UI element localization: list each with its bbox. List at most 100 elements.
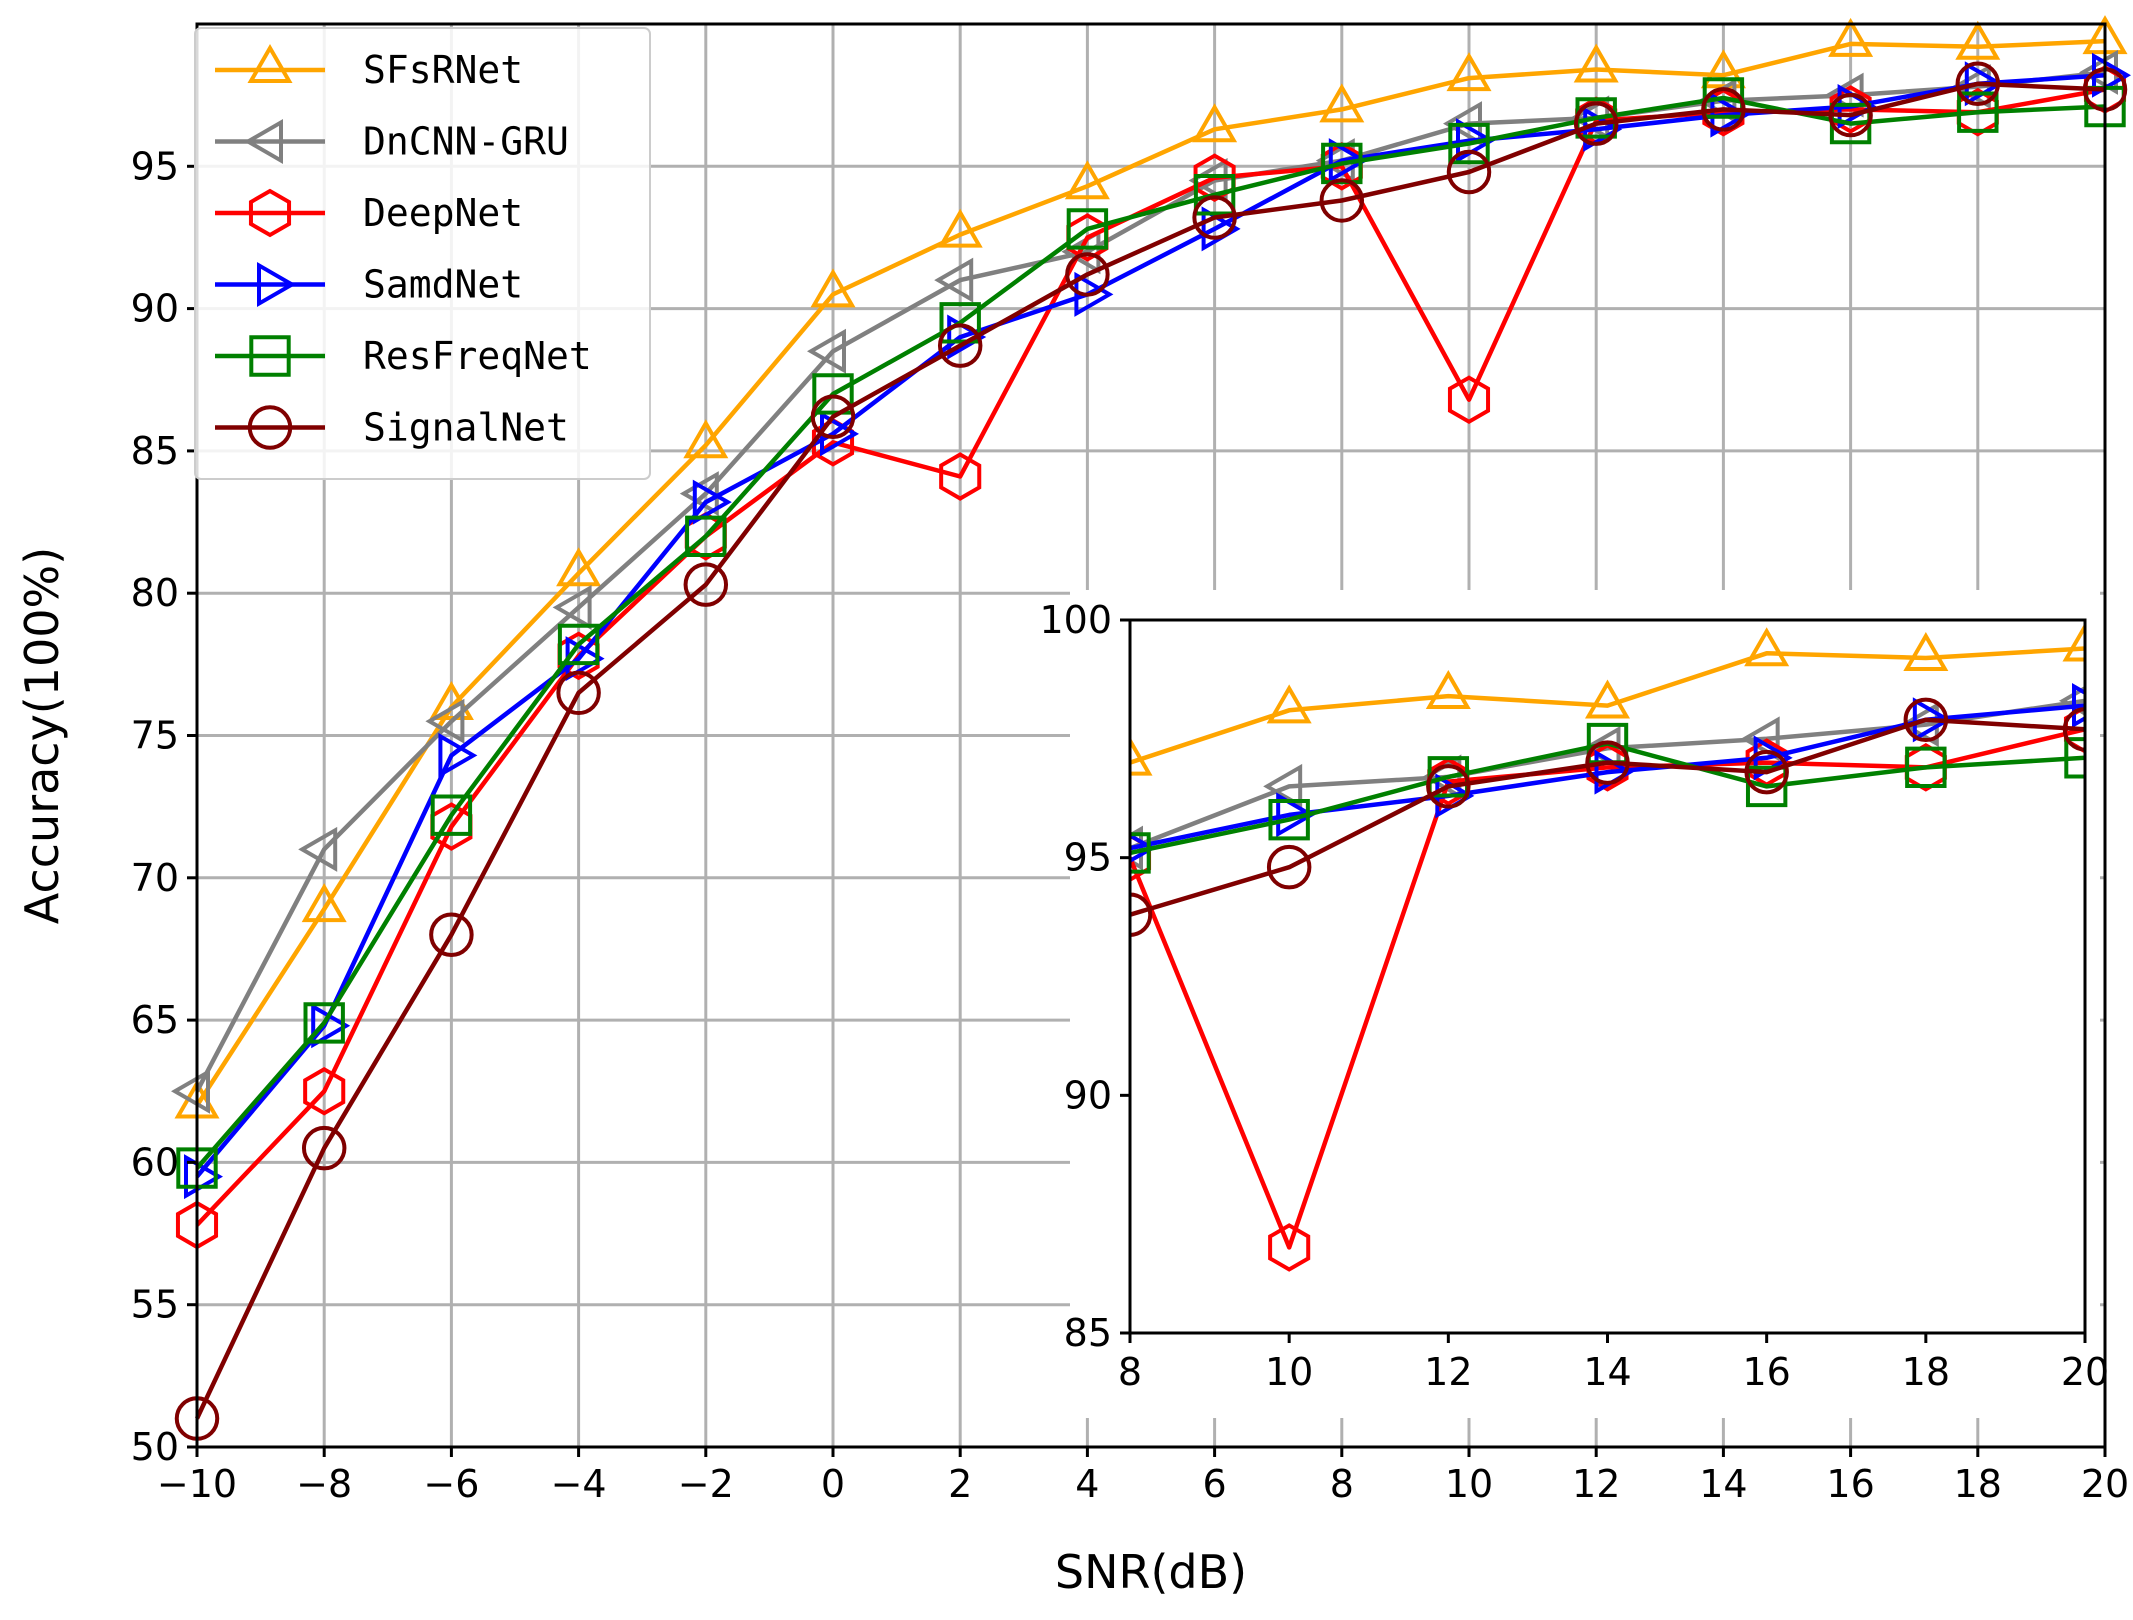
inset-data-point-dncnn-gru — [1740, 716, 1780, 762]
data-point-resfreqnet — [1066, 208, 1109, 250]
inset-series-line-dncnn-gru — [1130, 698, 2085, 851]
inset-data-point-sfsrnet — [1744, 627, 1790, 667]
legend-swatch-marker — [248, 188, 292, 238]
inset-data-point-samdnet — [2072, 683, 2085, 729]
legend-label: SignalNet — [363, 406, 569, 450]
legend-swatch-marker — [257, 261, 296, 308]
x-tick-label: 16 — [1826, 1462, 1874, 1506]
data-point-sfsrnet — [1955, 20, 2001, 60]
data-point-signalnet — [1573, 101, 1619, 146]
data-point-signalnet — [683, 562, 729, 607]
data-point-dncnn-gru — [425, 698, 465, 744]
inset-data-point-sfsrnet — [2062, 622, 2085, 662]
data-point-resfreqnet — [430, 794, 473, 836]
data-point-samdnet — [1074, 271, 1114, 317]
data-point-resfreqnet — [557, 623, 600, 666]
x-tick-label: 2 — [948, 1462, 972, 1506]
data-point-signalnet — [556, 670, 601, 716]
data-point-signalnet — [1828, 92, 1873, 138]
data-point-sfsrnet — [1064, 160, 1110, 200]
data-point-resfreqnet — [2084, 85, 2126, 128]
inset-data-point-sfsrnet — [1903, 632, 1949, 672]
data-point-samdnet — [2092, 52, 2131, 98]
inset-series-sfsrnet — [1130, 622, 2085, 776]
data-point-dncnn-gru — [552, 584, 592, 630]
data-point-signalnet — [1065, 252, 1110, 297]
main-plot-series — [170, 15, 2131, 1441]
data-point-samdnet — [1456, 118, 1495, 164]
data-point-signalnet — [1701, 87, 1746, 132]
legend-swatch-marker — [247, 44, 293, 83]
inset-x-tick-label: 14 — [1583, 1350, 1631, 1394]
x-tick-label: 20 — [2081, 1462, 2129, 1506]
legend-label: SFsRNet — [363, 48, 523, 92]
x-tick-label: −4 — [551, 1462, 607, 1506]
data-point-signalnet — [1955, 61, 2001, 107]
legend-entry-samdnet: SamdNet — [215, 261, 523, 308]
inset-data-point-signalnet — [1266, 844, 1312, 890]
inset-x-tick-label: 12 — [1424, 1350, 1472, 1394]
inset-data-point-samdnet — [1276, 792, 1316, 838]
legend-swatch-marker — [247, 405, 293, 450]
y-tick-label: 55 — [131, 1283, 179, 1327]
x-tick-label: 14 — [1699, 1462, 1747, 1506]
y-tick-label: 65 — [131, 998, 179, 1042]
data-point-sfsrnet — [1573, 43, 1619, 83]
data-point-sfsrnet — [1192, 103, 1238, 143]
data-point-dncnn-gru — [1951, 64, 1991, 110]
data-point-resfreqnet — [176, 1147, 218, 1189]
data-point-signalnet — [1446, 149, 1492, 195]
data-point-dncnn-gru — [807, 328, 846, 374]
inset-series-line-signalnet — [1130, 717, 2085, 917]
inset-series-line-sfsrnet — [1130, 646, 2085, 765]
data-point-resfreqnet — [1321, 142, 1363, 185]
inset-data-point-resfreqnet — [1130, 832, 1151, 874]
inset-data-point-samdnet — [1130, 833, 1156, 864]
legend-entry-signalnet: SignalNet — [215, 405, 569, 450]
legend-label: DnCNN-GRU — [363, 120, 569, 164]
inset-data-point-deepnet — [1268, 1223, 1311, 1272]
data-point-deepnet — [939, 452, 982, 501]
inset-data-point-samdnet — [1912, 697, 1952, 743]
legend-label: SamdNet — [363, 263, 523, 307]
y-tick-label: 60 — [131, 1140, 179, 1184]
data-point-signalnet — [1319, 178, 1365, 223]
inset-y-tick-label: 85 — [1064, 1311, 1112, 1355]
inset-data-point-signalnet — [2062, 707, 2085, 752]
y-tick-label: 95 — [131, 144, 179, 188]
data-point-dncnn-gru — [1188, 158, 1228, 204]
y-tick-label: 85 — [131, 429, 179, 473]
x-axis-label: SNR(dB) — [1055, 1545, 1247, 1599]
inset-data-point-signalnet — [1585, 740, 1630, 785]
inset-data-point-sfsrnet — [1266, 684, 1312, 724]
legend-entry-sfsrnet: SFsRNet — [215, 44, 523, 92]
inset-y-tick-label: 95 — [1064, 836, 1112, 880]
x-tick-label: −6 — [423, 1462, 479, 1506]
data-point-sfsrnet — [810, 268, 856, 308]
inset-data-point-resfreqnet — [1268, 798, 1310, 841]
inset-x-tick-label: 16 — [1742, 1350, 1790, 1394]
y-tick-label: 80 — [131, 571, 179, 615]
x-tick-label: −2 — [678, 1462, 734, 1506]
inset-data-point-dncnn-gru — [1263, 763, 1303, 809]
inset-y-tick-label: 90 — [1064, 1073, 1112, 1117]
data-point-signalnet — [810, 394, 856, 439]
x-tick-label: −10 — [157, 1462, 237, 1506]
data-point-sfsrnet — [1828, 17, 1874, 57]
x-tick-label: 18 — [1954, 1462, 2002, 1506]
y-tick-label: 50 — [131, 1425, 179, 1469]
x-tick-label: 8 — [1330, 1462, 1354, 1506]
legend-label: ResFreqNet — [363, 334, 592, 378]
data-point-deepnet — [1193, 153, 1236, 202]
series-line-dncnn-gru — [195, 70, 2106, 1093]
legend-label: DeepNet — [363, 191, 523, 235]
inset-x-tick-label: 8 — [1118, 1350, 1142, 1394]
y-tick-label: 70 — [131, 856, 179, 900]
legend: SFsRNet DnCNN-GRU DeepNet SamdNet ResFreqNet… — [194, 27, 651, 480]
data-point-deepnet — [1447, 375, 1491, 424]
data-point-sfsrnet — [1446, 52, 1492, 92]
legend-entry-dncnn-gru: DnCNN-GRU — [215, 118, 569, 165]
data-point-deepnet — [1829, 85, 1872, 134]
y-tick-label: 90 — [131, 287, 179, 331]
inset-data-point-sfsrnet — [1130, 736, 1153, 776]
